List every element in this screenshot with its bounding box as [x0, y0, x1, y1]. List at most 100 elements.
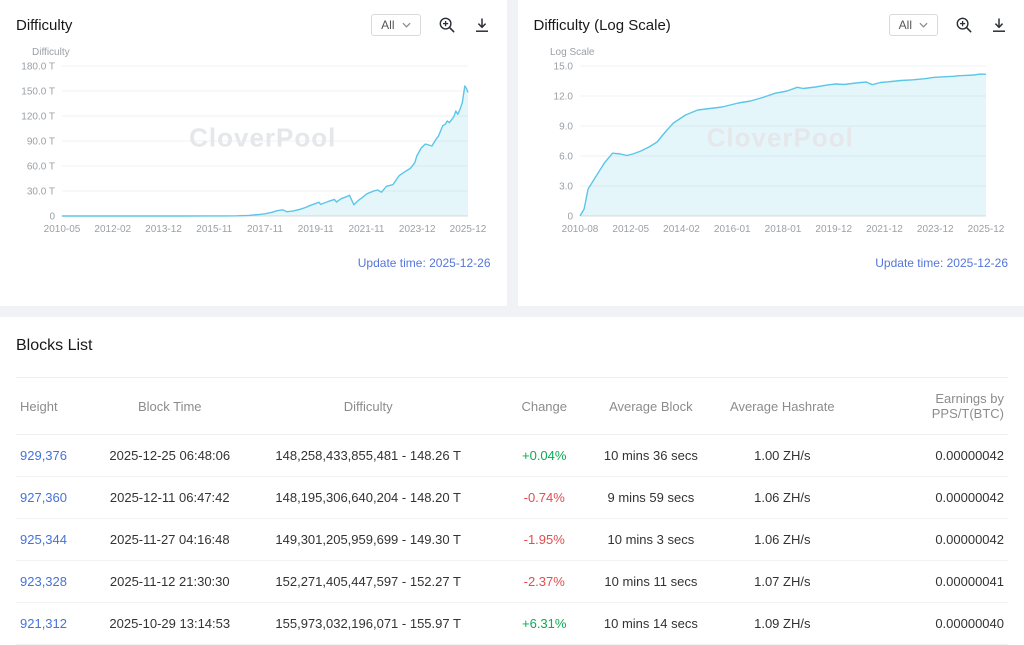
average-hashrate-cell: 1.06 ZH/s	[705, 519, 859, 561]
average-block-time-cell: 10 mins 3 secs	[596, 519, 705, 561]
svg-text:2019-12: 2019-12	[815, 224, 852, 235]
block-height-link-cell: 923,328	[16, 561, 95, 603]
svg-text:12.0: 12.0	[553, 92, 573, 103]
difficulty-change-cell: -2.37%	[492, 561, 596, 603]
blocks-list-title: Blocks List	[16, 337, 1008, 355]
average-block-time-cell: 10 mins 14 secs	[596, 603, 705, 645]
range-select[interactable]: All	[889, 14, 938, 36]
average-hashrate-cell: 1.09 ZH/s	[705, 603, 859, 645]
svg-text:2021-12: 2021-12	[866, 224, 903, 235]
earnings-pps-cell: 0.00000042	[859, 519, 1008, 561]
svg-text:2018-01: 2018-01	[764, 224, 801, 235]
svg-text:2017-11: 2017-11	[247, 224, 283, 235]
svg-text:2013-12: 2013-12	[145, 224, 182, 235]
svg-text:150.0 T: 150.0 T	[21, 87, 55, 98]
chart-title: Difficulty (Log Scale)	[534, 17, 671, 34]
svg-text:Difficulty: Difficulty	[32, 47, 70, 58]
difficulty-chart-card: Difficulty All	[0, 0, 507, 306]
average-block-time: 10 mins 3 secs	[608, 532, 695, 547]
earnings-pps: 0.00000041	[935, 574, 1004, 589]
earnings-pps: 0.00000042	[935, 490, 1004, 505]
earnings-pps-cell: 0.00000041	[859, 561, 1008, 603]
svg-text:2016-01: 2016-01	[713, 224, 750, 235]
column-header-average-block: Average Block	[596, 378, 705, 435]
chart-controls: All	[889, 14, 1008, 36]
range-select-value: All	[381, 18, 394, 32]
block-difficulty-cell: 155,973,032,196,071 - 155.97 T	[244, 603, 492, 645]
block-difficulty-cell: 148,258,433,855,481 - 148.26 T	[244, 435, 492, 477]
average-hashrate: 1.07 ZH/s	[754, 574, 810, 589]
average-block-time: 10 mins 11 secs	[604, 574, 697, 589]
table-row: 925,344 2025-11-27 04:16:48 149,301,205,95…	[16, 519, 1008, 561]
blocks-table-body: 929,376 2025-12-25 06:48:06 148,258,433,85…	[16, 435, 1008, 645]
download-button[interactable]	[990, 16, 1008, 34]
charts-row: Difficulty All	[0, 0, 1024, 306]
zoom-in-button[interactable]	[955, 16, 973, 34]
column-header-block-time: Block Time	[95, 378, 244, 435]
block-height-link[interactable]: 927,360	[20, 490, 67, 505]
svg-text:120.0 T: 120.0 T	[21, 112, 55, 123]
difficulty-change-cell: -0.74%	[492, 477, 596, 519]
range-select[interactable]: All	[371, 14, 420, 36]
block-difficulty: 148,195,306,640,204 - 148.20 T	[275, 490, 461, 505]
block-time: 2025-12-25 06:48:06	[109, 448, 230, 463]
block-difficulty-cell: 152,271,405,447,597 - 152.27 T	[244, 561, 492, 603]
block-difficulty-cell: 148,195,306,640,204 - 148.20 T	[244, 477, 492, 519]
difficulty-change-cell: +6.31%	[492, 603, 596, 645]
table-row: 929,376 2025-12-25 06:48:06 148,258,433,85…	[16, 435, 1008, 477]
block-height-link[interactable]: 923,328	[20, 574, 67, 589]
earnings-pps-cell: 0.00000042	[859, 477, 1008, 519]
download-button[interactable]	[473, 16, 491, 34]
svg-text:90.0 T: 90.0 T	[27, 137, 55, 148]
block-time: 2025-11-27 04:16:48	[110, 532, 230, 547]
block-time: 2025-12-11 06:47:42	[110, 490, 230, 505]
download-icon	[990, 16, 1008, 34]
chart-header: Difficulty (Log Scale) All	[534, 10, 1009, 40]
difficulty-change-cell: +0.04%	[492, 435, 596, 477]
chevron-down-icon	[919, 22, 928, 28]
earnings-pps: 0.00000042	[935, 532, 1004, 547]
zoom-in-button[interactable]	[438, 16, 456, 34]
difficulty-change: -1.95%	[524, 532, 565, 547]
block-time-cell: 2025-11-27 04:16:48	[95, 519, 244, 561]
svg-text:2025-12: 2025-12	[967, 224, 1004, 235]
svg-text:0: 0	[567, 212, 573, 223]
earnings-pps-cell: 0.00000042	[859, 435, 1008, 477]
svg-text:9.0: 9.0	[559, 122, 573, 133]
magnifier-plus-icon	[438, 16, 456, 34]
average-block-time: 10 mins 36 secs	[604, 448, 698, 463]
block-difficulty: 149,301,205,959,699 - 149.30 T	[275, 532, 461, 547]
block-time: 2025-11-12 21:30:30	[110, 574, 230, 589]
difficulty-change: -2.37%	[524, 574, 565, 589]
svg-text:60.0 T: 60.0 T	[27, 162, 55, 173]
block-time-cell: 2025-10-29 13:14:53	[95, 603, 244, 645]
average-block-time-cell: 10 mins 36 secs	[596, 435, 705, 477]
block-difficulty-cell: 149,301,205,959,699 - 149.30 T	[244, 519, 492, 561]
average-block-time-cell: 9 mins 59 secs	[596, 477, 705, 519]
svg-text:0: 0	[49, 212, 55, 223]
column-header-earnings-by-pps-t-btc-: Earnings by PPS/T(BTC)	[859, 378, 1008, 435]
svg-text:2010-05: 2010-05	[44, 224, 81, 235]
table-row: 927,360 2025-12-11 06:47:42 148,195,306,64…	[16, 477, 1008, 519]
block-height-link-cell: 927,360	[16, 477, 95, 519]
column-header-difficulty: Difficulty	[244, 378, 492, 435]
svg-text:6.0: 6.0	[559, 152, 573, 163]
svg-text:2019-11: 2019-11	[298, 224, 334, 235]
chart-title: Difficulty	[16, 17, 72, 34]
difficulty-change: -0.74%	[524, 490, 565, 505]
svg-text:2025-12: 2025-12	[450, 224, 487, 235]
column-header-average-hashrate: Average Hashrate	[705, 378, 859, 435]
block-height-link[interactable]: 929,376	[20, 448, 67, 463]
block-time-cell: 2025-12-25 06:48:06	[95, 435, 244, 477]
svg-text:2012-05: 2012-05	[612, 224, 649, 235]
svg-text:180.0 T: 180.0 T	[21, 62, 55, 73]
update-time: Update time: 2025-12-26	[16, 256, 491, 270]
block-height-link-cell: 925,344	[16, 519, 95, 561]
block-height-link[interactable]: 925,344	[20, 532, 67, 547]
svg-text:3.0: 3.0	[559, 182, 573, 193]
